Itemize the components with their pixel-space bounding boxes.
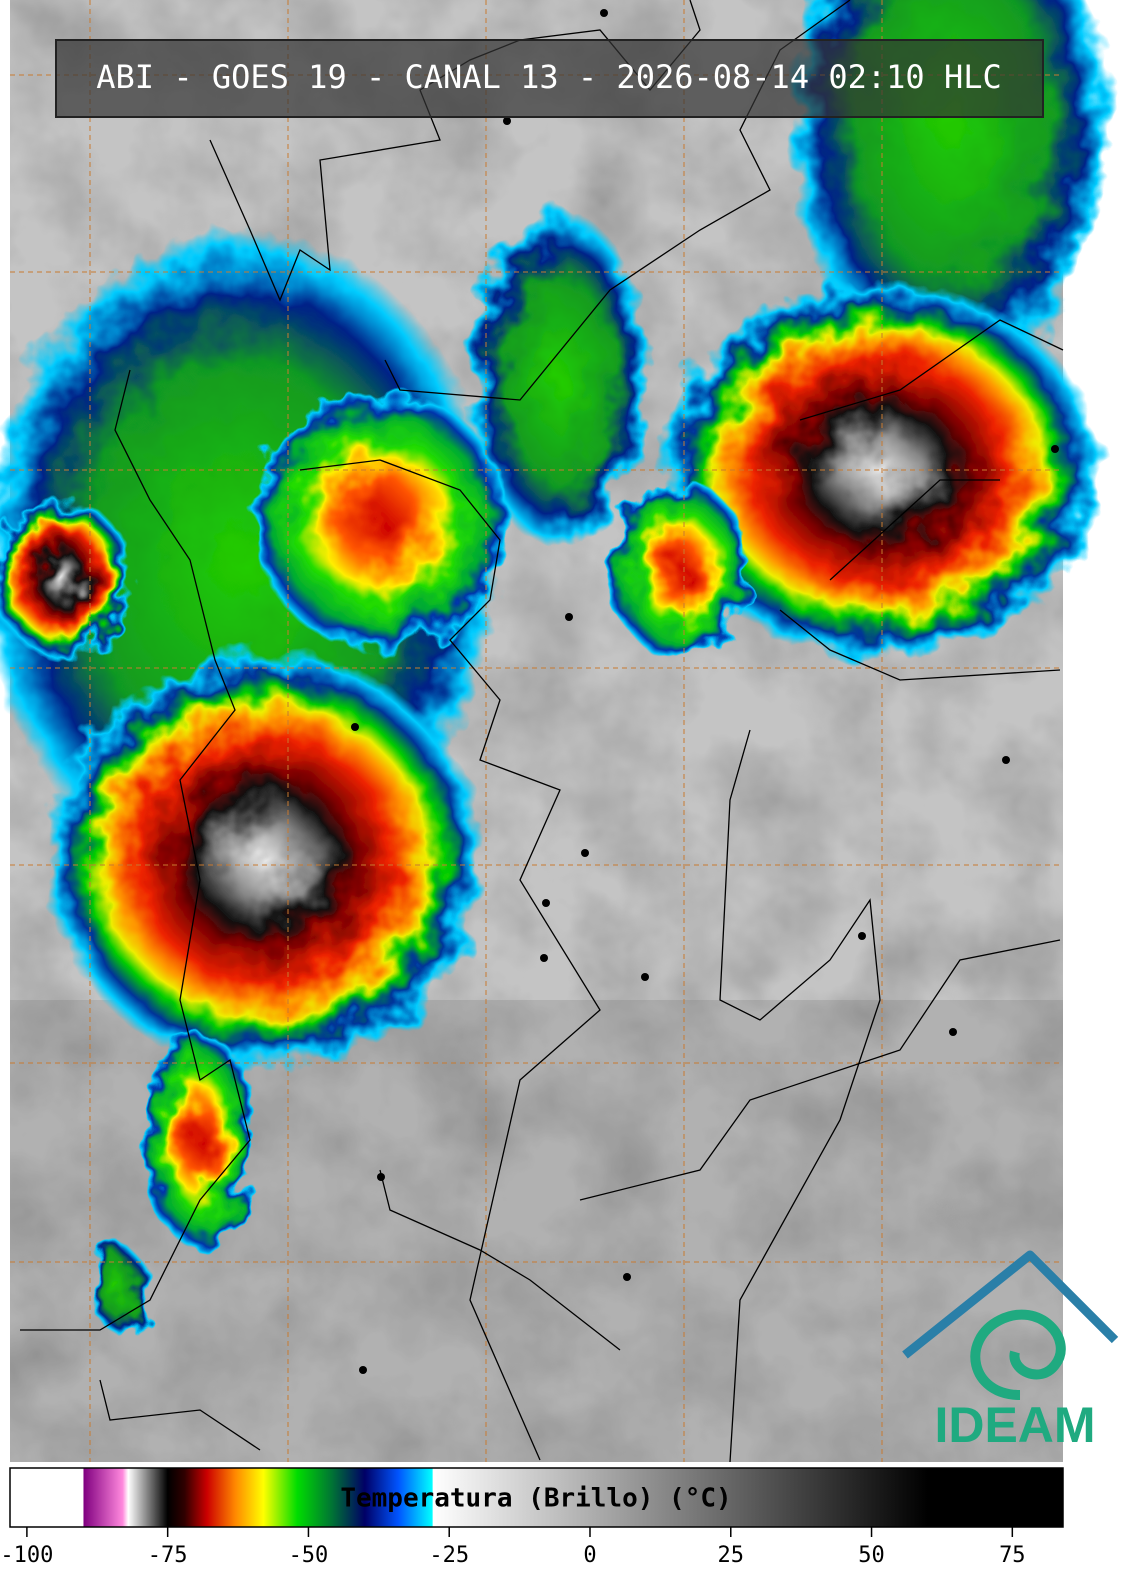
colorbar: Temperatura (Brillo) (°C) -100 -75 -50 -25 0… [0,1467,1064,1568]
colorbar-tick-label: -75 [148,1543,188,1568]
colorbar-tick-label: -25 [429,1543,469,1568]
colorbar-tick-label: 50 [858,1543,885,1568]
colorbar-tick-label: -50 [289,1543,329,1568]
colorbar-tick-label: 75 [999,1543,1026,1568]
colorbar-label: Temperatura (Brillo) (°C) [340,1484,731,1514]
colorbar-tick-label: -100 [0,1543,53,1568]
logo: IDEAM [902,1250,1119,1453]
colorbar-tick-label: 25 [718,1543,745,1568]
title: ABI - GOES 19 - CANAL 13 - 2026-08-14 02… [96,58,1001,96]
title-box: ABI - GOES 19 - CANAL 13 - 2026-08-14 02… [55,39,1044,118]
colorbar-tick-label: 0 [583,1543,596,1568]
logo-text: IDEAM [934,1397,1095,1453]
satellite-image [0,0,1110,1463]
